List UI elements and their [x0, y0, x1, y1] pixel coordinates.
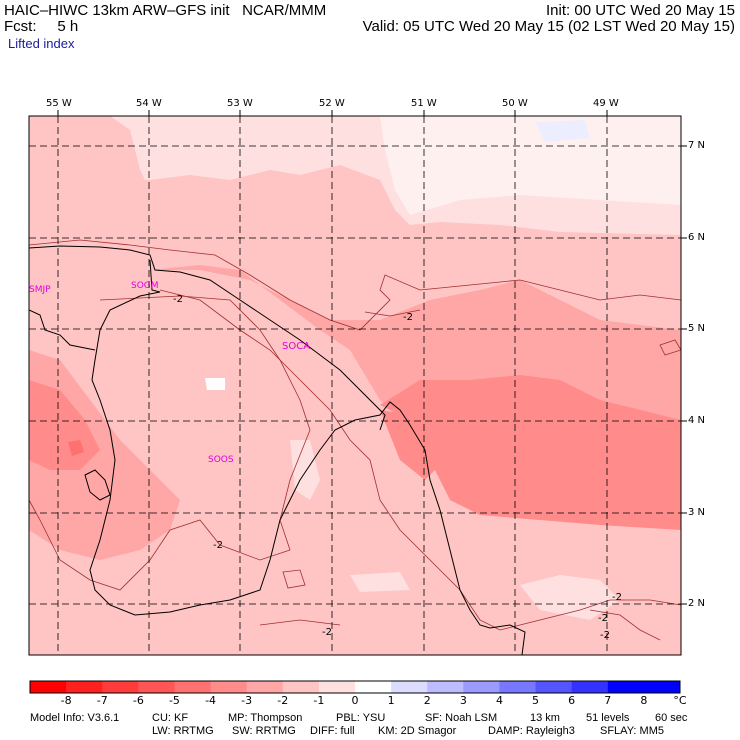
contour-label: -2 — [600, 630, 610, 641]
coastline-north — [29, 245, 386, 431]
colorbar-tick-label: -6 — [132, 694, 144, 707]
lat-label-6n: 6 N — [688, 232, 706, 243]
border-west — [29, 309, 96, 351]
model-info-sw: SW: RRTMG — [232, 725, 296, 737]
model-info-km: KM: 2D Smagor — [378, 725, 457, 737]
lon-label-55w: 55 W — [46, 98, 72, 109]
field-nw — [29, 116, 260, 255]
station-label-smjp: SMJP — [29, 285, 51, 295]
lake-outline — [84, 469, 111, 501]
field-south-light-patch — [350, 572, 410, 592]
field-se-light-patch — [520, 575, 620, 620]
contour-east-loop — [659, 339, 681, 356]
station-label-sogm: SOGM — [131, 281, 159, 291]
field-north-lightest — [380, 116, 681, 215]
model-info-lw: LW: RRTMG — [152, 725, 214, 737]
colorbar-tick-label: 7 — [604, 694, 612, 707]
colorbar-tick-label: 2 — [423, 694, 431, 707]
colorbar-tick-label: 4 — [495, 694, 503, 707]
contour-north — [29, 239, 681, 331]
model-info-damp: DAMP: Rayleigh3 — [488, 725, 575, 737]
model-info-pbl: PBL: YSU — [336, 712, 386, 724]
contour-south — [259, 619, 341, 626]
model-info-timestep: 60 sec — [655, 712, 688, 724]
contour-label: -2 — [612, 592, 622, 603]
colorbar-tick-label: 1 — [387, 694, 395, 707]
model-info-mp: MP: Thompson — [228, 712, 303, 724]
lon-label-49w: 49 W — [593, 98, 619, 109]
colorbar-tick-label: 6 — [568, 694, 576, 707]
contour-label: -2 — [598, 613, 608, 624]
map-frame — [28, 115, 682, 656]
contour-small-loop — [282, 569, 306, 589]
field-positive-patch — [535, 120, 590, 142]
model-info-levels: 51 levels — [586, 712, 630, 724]
contour-label: -2 — [213, 540, 223, 551]
model-info-sf: SF: Noah LSM — [425, 712, 498, 724]
contour-north-small — [364, 309, 421, 317]
model-info-version: Model Info: V3.6.1 — [30, 712, 120, 724]
contour-west — [29, 295, 311, 591]
colorbar-tick-label: -3 — [241, 694, 253, 707]
colorbar-tick-label: 5 — [532, 694, 540, 707]
lon-label-52w: 52 W — [319, 98, 345, 109]
country-border — [89, 259, 526, 655]
lat-label-5n: 5 N — [688, 323, 706, 334]
model-info-diff: DIFF: full — [310, 725, 355, 737]
colorbar-tick-label: -7 — [96, 694, 108, 707]
lon-label-54w: 54 W — [136, 98, 162, 109]
colorbar-tick-label: -2 — [277, 694, 289, 707]
lat-label-3n: 3 N — [688, 507, 706, 518]
colorbar-unit: °C — [673, 694, 687, 707]
field-south — [29, 570, 681, 655]
colorbar-tick-label: -4 — [205, 694, 217, 707]
field-name: Lifted index — [8, 36, 75, 51]
model-info-sflay: SFLAY: MM5 — [600, 725, 664, 737]
model-info-cu: CU: KF — [152, 712, 189, 724]
field-band-minus4 — [380, 375, 681, 530]
lat-label-4n: 4 N — [688, 415, 706, 426]
colorbar-tick-label: -8 — [60, 694, 72, 707]
station-label-soos: SOOS — [208, 455, 234, 465]
valid-time: Valid: 05 UTC Wed 20 May 15 (02 LST Wed … — [362, 18, 735, 35]
forecast-hour: Fcst: 5 h — [4, 18, 79, 35]
contour-central — [159, 289, 681, 631]
lon-label-50w: 50 W — [502, 98, 528, 109]
lat-label-2n: 2 N — [688, 598, 706, 609]
model-info-res: 13 km — [530, 712, 560, 724]
lat-label-7n: 7 N — [688, 140, 706, 151]
colorbar-tick-label: 8 — [640, 694, 648, 707]
station-label-soca: SOCA — [282, 341, 310, 352]
graticule — [29, 116, 681, 655]
field-south-cell — [380, 410, 435, 480]
contour-label: -2 — [403, 312, 413, 323]
lon-label-51w: 51 W — [411, 98, 437, 109]
init-time: Init: 00 UTC Wed 20 May 15 — [546, 2, 735, 19]
lon-label-53w: 53 W — [227, 98, 253, 109]
contour-label: -2 — [322, 627, 332, 638]
contour-label: -2 — [173, 294, 183, 305]
colorbar-tick-label: 3 — [459, 694, 467, 707]
contour-se — [589, 609, 661, 641]
axis-ticks — [57, 110, 687, 605]
field-white-patch — [205, 378, 225, 390]
colorbar-tick-label: 0 — [351, 694, 359, 707]
model-title: HAIC–HIWC 13km ARW–GFS init NCAR/MMM — [4, 2, 327, 19]
colorbar-tick-label: -5 — [168, 694, 180, 707]
field-west-minus5 — [68, 440, 84, 456]
colorbar-tick-label: -1 — [313, 694, 325, 707]
